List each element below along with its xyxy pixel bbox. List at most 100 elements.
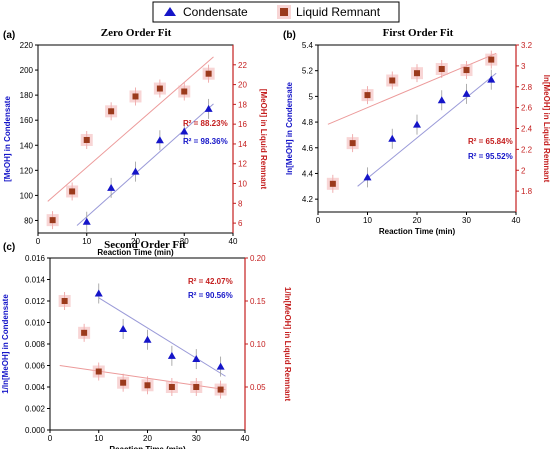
x-tick-label: 10 [82, 237, 91, 246]
legend-condensate-marker [164, 7, 176, 16]
y-left-tick-label: 0.010 [25, 319, 46, 328]
y-right-tick-label: 6 [238, 219, 243, 228]
x-tick-label: 10 [94, 434, 103, 443]
r-squared-annotation: R² = 98.36% [183, 137, 228, 146]
remnant-point [69, 188, 76, 195]
x-tick-label: 30 [192, 434, 201, 443]
remnant-point [95, 368, 102, 375]
x-tick-label: 40 [229, 237, 238, 246]
remnant-point [156, 85, 163, 92]
y-right-tick-label: 0.05 [250, 383, 266, 392]
panel-3: 0 10 20 30 40 0.000 0.002 0.004 0.006 0.008 0.010 0… [1, 239, 292, 449]
x-tick-label: 20 [143, 434, 152, 443]
y-left-tick-label: 4.8 [302, 118, 314, 127]
y-left-axis-label: [MeOH] in Condensate [3, 96, 12, 182]
y-left-tick-label: 180 [20, 91, 34, 100]
y-right-tick-label: 20 [238, 81, 247, 90]
y-left-tick-label: 100 [20, 191, 34, 200]
y-left-tick-label: 140 [20, 141, 34, 150]
y-right-tick-label: 2 [521, 166, 526, 175]
chart-title: Second Order Fit [104, 239, 186, 251]
remnant-point [438, 66, 445, 73]
y-left-tick-label: 4.2 [302, 195, 314, 204]
remnant-point [364, 92, 371, 99]
r-squared-annotation: R² = 42.07% [188, 277, 233, 286]
y-right-tick-label: 1.8 [521, 187, 533, 196]
remnant-point [144, 382, 151, 389]
y-left-tick-label: 5 [309, 92, 314, 101]
y-right-tick-label: 2.4 [521, 125, 533, 134]
y-left-tick-label: 160 [20, 116, 34, 125]
y-left-axis-label: 1/ln[MeOH] in Condensate [1, 294, 10, 394]
y-right-tick-label: 16 [238, 120, 247, 129]
remnant-point [83, 136, 90, 143]
x-tick-label: 10 [363, 216, 372, 225]
y-right-tick-label: 0.15 [250, 297, 266, 306]
x-tick-label: 20 [413, 216, 422, 225]
x-tick-label: 40 [512, 216, 521, 225]
remnant-point [414, 70, 420, 77]
y-left-tick-label: 0.000 [25, 426, 46, 435]
legend-remnant-marker [280, 8, 288, 16]
condensate-point [180, 127, 189, 135]
condensate-point [94, 289, 103, 297]
fit-line-condensate [357, 72, 497, 187]
chart-title: Zero Order Fit [101, 27, 172, 39]
legend-remnant-label: Liquid Remnant [296, 5, 381, 19]
y-right-tick-label: 18 [238, 100, 247, 109]
condensate-point [462, 89, 471, 97]
condensate-point [107, 183, 116, 191]
y-right-tick-label: 14 [238, 140, 247, 149]
y-left-tick-label: 0.008 [25, 340, 46, 349]
condensate-point [155, 136, 164, 144]
r-squared-annotation: R² = 90.56% [188, 291, 233, 300]
y-left-tick-label: 4.4 [302, 169, 314, 178]
x-tick-label: 30 [180, 237, 189, 246]
y-right-tick-label: 12 [238, 160, 247, 169]
legend: Condensate Liquid Remnant [152, 1, 400, 23]
y-right-tick-label: 10 [238, 180, 247, 189]
x-axis-label: Reaction Time (min) [109, 445, 186, 449]
y-left-tick-label: 80 [24, 216, 33, 225]
panel-label: (b) [283, 30, 296, 41]
condensate-point [82, 217, 91, 225]
remnant-point [463, 67, 470, 74]
y-right-tick-label: 0.20 [250, 254, 266, 263]
remnant-point [205, 70, 212, 77]
remnant-point [389, 77, 396, 84]
y-left-tick-label: 5.2 [302, 67, 314, 76]
remnant-point [108, 108, 115, 115]
chart-title: First Order Fit [383, 27, 454, 39]
fit-line-condensate [98, 297, 226, 377]
y-right-axis-label: 1/ln[MeOH] in Liquid Remnant [283, 287, 292, 402]
x-tick-label: 30 [462, 216, 471, 225]
y-left-tick-label: 0.002 [25, 405, 46, 414]
condensate-point [363, 173, 372, 181]
fit-line-remnant [47, 56, 214, 202]
x-tick-label: 20 [131, 237, 140, 246]
y-right-tick-label: 3.2 [521, 41, 533, 50]
remnant-point [132, 93, 139, 100]
y-left-tick-label: 0.012 [25, 297, 46, 306]
y-right-axis-label: [MeOH] in Liquid Remnant [259, 89, 268, 190]
legend-condensate-label: Condensate [183, 5, 248, 19]
y-right-tick-label: 2.6 [521, 104, 533, 113]
y-right-tick-label: 22 [238, 61, 247, 70]
r-squared-annotation: R² = 95.52% [468, 152, 513, 161]
legend-box [152, 1, 400, 23]
y-right-tick-label: 2.8 [521, 83, 533, 92]
y-left-tick-label: 5.4 [302, 41, 314, 50]
remnant-point [488, 56, 495, 63]
condensate-point [487, 75, 496, 83]
panel-label: (c) [3, 242, 15, 253]
remnant-point [217, 386, 224, 393]
y-right-axis-label: ln[MeOH] in Liquid Remnant [542, 75, 550, 183]
condensate-point [167, 351, 176, 359]
condensate-point [119, 324, 128, 332]
condensate-point [143, 335, 152, 343]
r-squared-annotation: R² = 88.23% [183, 119, 228, 128]
y-left-tick-label: 4.6 [302, 144, 314, 153]
condensate-point [216, 362, 225, 370]
y-left-tick-label: 0.014 [25, 276, 46, 285]
